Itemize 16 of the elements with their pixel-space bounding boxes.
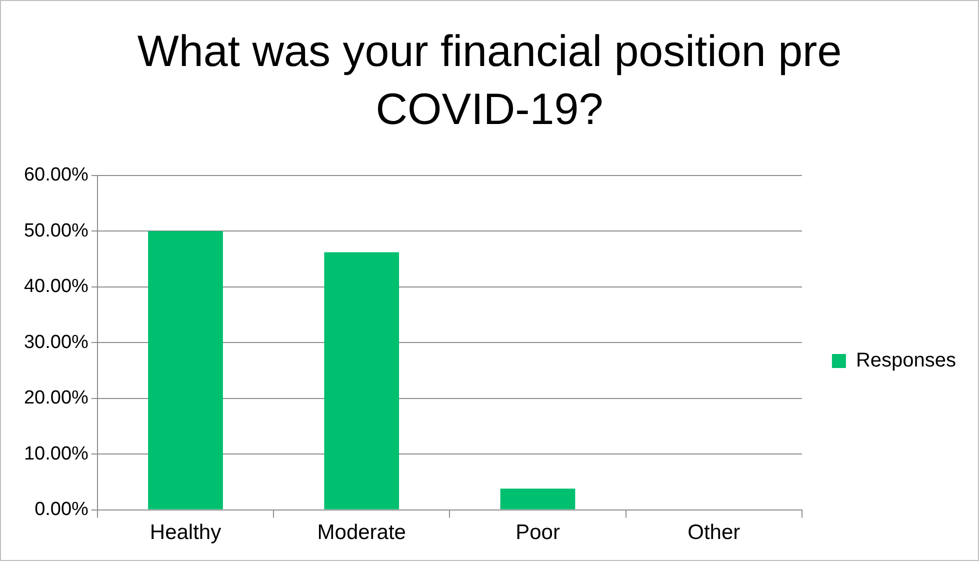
y-tick-label: 10.00% — [24, 443, 89, 464]
chart-title: What was your financial position pre COVID-19? — [136, 26, 843, 136]
bar — [148, 231, 223, 510]
x-tick-label: Other — [688, 521, 740, 544]
y-tick-label: 40.00% — [24, 276, 89, 298]
bar — [500, 488, 576, 510]
y-tick-label: 20.00% — [24, 388, 89, 409]
y-tick-label: 60.00% — [24, 164, 89, 186]
y-tick-label: 30.00% — [24, 332, 89, 353]
y-tick-label: 50.00% — [24, 220, 89, 242]
x-tick-label: Healthy — [150, 521, 222, 544]
legend-label: Responses — [856, 350, 956, 372]
bar — [324, 252, 400, 510]
y-tick-label: 0.00% — [34, 499, 89, 520]
x-tick-label: Poor — [516, 521, 560, 544]
x-tick-label: Moderate — [317, 521, 406, 544]
